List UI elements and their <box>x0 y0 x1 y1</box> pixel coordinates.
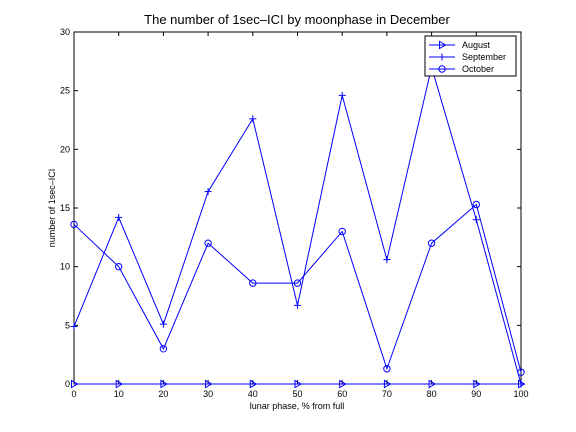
point-october-7 <box>383 365 391 373</box>
point-september-1 <box>115 213 123 221</box>
x-tick-label-8: 80 <box>427 389 437 399</box>
x-tick-label-5: 50 <box>292 389 302 399</box>
point-august-5 <box>294 379 302 389</box>
point-october-4 <box>249 279 257 287</box>
point-august-2 <box>160 379 168 389</box>
point-august-6 <box>339 379 347 389</box>
point-august-0 <box>71 379 79 389</box>
legend-marker-october <box>438 65 446 73</box>
point-october-0 <box>70 220 78 229</box>
y-tick-label-3: 15 <box>60 203 70 213</box>
x-tick-label-6: 60 <box>337 389 347 399</box>
legend-marker-august <box>439 40 447 50</box>
x-tick-label-3: 30 <box>203 389 213 399</box>
point-september-3 <box>204 188 212 196</box>
x-tick-label-10: 100 <box>513 389 528 399</box>
point-september-0 <box>70 323 78 331</box>
chart-title: The number of 1sec–ICI by moonphase in D… <box>144 12 450 27</box>
x-tick-label-9: 90 <box>471 389 481 399</box>
y-axis-label: number of 1sec–ICI <box>47 169 57 248</box>
point-august-9 <box>473 379 481 389</box>
series-layer <box>70 63 526 389</box>
point-october-10 <box>517 368 525 376</box>
point-october-8 <box>427 239 436 247</box>
y-tick-label-1: 5 <box>65 320 70 330</box>
axis-ticks: 0 10 20 30 40 50 60 70 80 90 100 0 5 10 15 20 25 30 <box>60 27 529 399</box>
point-september-5 <box>294 301 301 309</box>
point-august-8 <box>428 379 437 389</box>
point-august-3 <box>205 379 213 389</box>
x-tick-label-1: 10 <box>114 389 124 399</box>
y-tick-label-0: 0 <box>65 379 70 389</box>
point-september-7 <box>383 256 391 264</box>
y-tick-label-6: 30 <box>60 27 70 37</box>
point-october-2 <box>159 345 168 353</box>
point-august-4 <box>249 379 258 389</box>
y-tick-label-2: 10 <box>60 262 70 272</box>
point-september-9 <box>472 216 480 224</box>
y-tick-label-5: 25 <box>60 86 70 96</box>
x-tick-label-2: 20 <box>158 389 168 399</box>
legend-marker-september <box>438 53 446 61</box>
x-tick-label-4: 40 <box>248 389 258 399</box>
x-tick-label-0: 0 <box>71 389 76 399</box>
point-august-7 <box>383 379 392 389</box>
point-september-4 <box>249 115 257 123</box>
legend: August September October <box>424 35 517 77</box>
point-august-1 <box>115 379 124 389</box>
point-october-6 <box>338 227 346 236</box>
point-october-9 <box>472 200 480 209</box>
plot-area <box>73 31 522 385</box>
point-october-1 <box>115 262 123 271</box>
series-line-october <box>73 203 522 373</box>
point-september-10 <box>517 380 525 388</box>
x-tick-label-7: 70 <box>382 389 392 399</box>
point-september-2 <box>159 320 167 328</box>
point-september-6 <box>338 91 346 99</box>
y-tick-label-4: 20 <box>60 144 70 154</box>
x-axis-label: lunar phase, % from full <box>250 401 345 411</box>
legend-label-october: October <box>462 64 494 74</box>
point-october-3 <box>204 239 212 247</box>
legend-label-august: August <box>462 40 491 50</box>
point-october-5 <box>293 279 302 287</box>
legend-label-september: September <box>462 52 506 62</box>
